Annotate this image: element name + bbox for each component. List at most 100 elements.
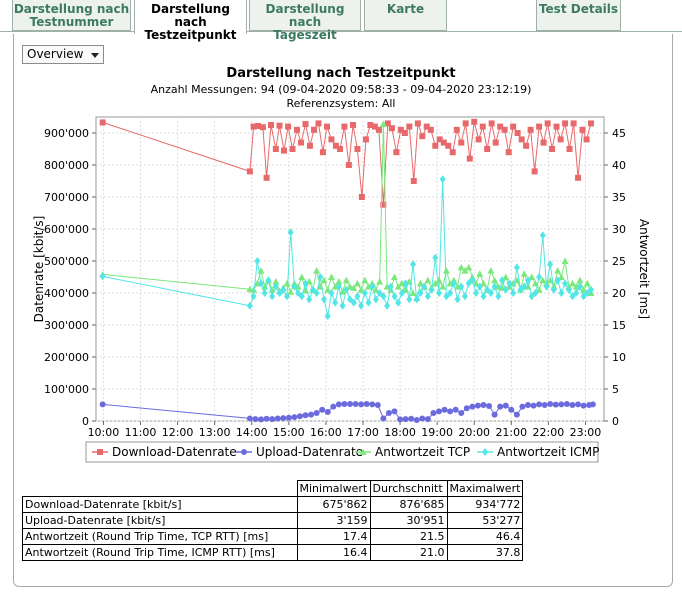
tab-testnummer[interactable]: Darstellung nach Testnummer bbox=[12, 0, 131, 31]
data-point bbox=[276, 289, 283, 297]
data-point bbox=[476, 282, 483, 291]
data-point bbox=[374, 402, 381, 408]
data-point bbox=[535, 286, 543, 293]
x-tick-label: 20:00 bbox=[458, 426, 490, 439]
data-point bbox=[311, 126, 318, 133]
view-select[interactable]: Overview bbox=[22, 45, 104, 64]
data-point bbox=[439, 175, 446, 184]
y-left-tick-label: 100'000 bbox=[44, 383, 89, 396]
y-right-tick-label: 20 bbox=[612, 287, 626, 300]
data-point bbox=[562, 120, 569, 127]
data-point bbox=[461, 292, 468, 301]
data-point bbox=[421, 282, 428, 291]
data-point bbox=[250, 286, 258, 293]
data-point bbox=[413, 295, 420, 304]
data-point bbox=[435, 289, 442, 297]
data-point bbox=[398, 289, 405, 297]
data-point bbox=[388, 125, 395, 132]
data-point bbox=[99, 401, 106, 408]
data-point bbox=[443, 292, 450, 301]
data-point bbox=[469, 403, 476, 410]
data-point bbox=[313, 410, 320, 416]
y-left-tick-label: 800'000 bbox=[44, 159, 89, 172]
x-tick-label: 19:00 bbox=[421, 426, 453, 439]
data-point bbox=[339, 288, 347, 295]
data-point bbox=[520, 270, 528, 277]
x-tick-label: 14:00 bbox=[236, 426, 268, 439]
y-left-tick-label: 600'000 bbox=[44, 223, 89, 236]
data-point bbox=[497, 123, 504, 130]
tab-test-details[interactable]: Test Details bbox=[536, 0, 621, 31]
data-point bbox=[488, 120, 495, 127]
data-point bbox=[453, 126, 460, 133]
data-point bbox=[302, 412, 309, 419]
data-point bbox=[530, 402, 537, 409]
data-point bbox=[580, 292, 587, 301]
data-point bbox=[570, 120, 577, 127]
data-point bbox=[369, 282, 376, 291]
chart-title: Darstellung nach Testzeitpunkt bbox=[226, 66, 456, 81]
stats-header-max: Maximalwert bbox=[446, 480, 524, 497]
data-point bbox=[283, 279, 291, 287]
data-point bbox=[528, 292, 535, 301]
data-point bbox=[457, 263, 465, 271]
data-point bbox=[308, 411, 315, 418]
data-point bbox=[298, 139, 305, 146]
data-point bbox=[375, 126, 382, 133]
data-point bbox=[335, 277, 343, 285]
x-tick-label: 12:00 bbox=[162, 426, 194, 439]
data-point bbox=[280, 415, 287, 422]
data-point bbox=[442, 267, 450, 274]
tab-karte[interactable]: Karte bbox=[364, 0, 447, 31]
data-point bbox=[339, 301, 346, 310]
data-point bbox=[246, 301, 253, 310]
data-point bbox=[280, 285, 287, 294]
data-point bbox=[291, 282, 298, 291]
tab-testzeitpunkt[interactable]: Darstellung nach Testzeitpunkt bbox=[134, 0, 247, 42]
data-point bbox=[528, 273, 536, 280]
legend-marker bbox=[482, 448, 488, 456]
data-point bbox=[402, 416, 409, 423]
x-tick-label: 10:00 bbox=[88, 426, 120, 439]
data-point bbox=[550, 285, 557, 294]
data-point bbox=[315, 120, 322, 127]
data-point bbox=[435, 408, 442, 415]
data-point bbox=[390, 273, 398, 280]
data-point bbox=[258, 416, 265, 423]
stats-table: Minimalwert Durchschnitt Maximalwert Dow… bbox=[22, 480, 524, 561]
tab-label: Test Details bbox=[538, 2, 619, 16]
data-point bbox=[505, 149, 512, 156]
data-point bbox=[506, 279, 513, 288]
data-point bbox=[362, 136, 369, 143]
data-point bbox=[539, 276, 547, 284]
tab-tageszeit[interactable]: Darstellung nach Tageszeit bbox=[249, 0, 361, 42]
data-point bbox=[584, 289, 591, 297]
data-point bbox=[554, 276, 561, 285]
data-point bbox=[513, 263, 520, 272]
data-point bbox=[552, 401, 559, 408]
x-tick-label: 23:00 bbox=[570, 426, 602, 439]
data-point bbox=[495, 292, 502, 301]
tab-bar: Darstellung nach Testnummer Darstellung … bbox=[0, 0, 682, 42]
data-point bbox=[580, 402, 587, 409]
data-point bbox=[519, 403, 526, 410]
data-point bbox=[424, 292, 431, 301]
stats-avg: 876'685 bbox=[369, 496, 448, 513]
data-point bbox=[463, 405, 470, 412]
data-point bbox=[269, 416, 276, 423]
y-left-tick-label: 700'000 bbox=[44, 191, 89, 204]
tab-label-line1: Darstellung nach bbox=[151, 2, 230, 29]
table-row: Download-Datenrate [kbit/s] 675'862 876'… bbox=[22, 496, 524, 513]
data-point bbox=[439, 283, 447, 290]
stats-label: Upload-Datenrate [kbit/s] bbox=[22, 512, 298, 529]
y-right-tick-label: 10 bbox=[612, 351, 626, 364]
data-point bbox=[330, 403, 337, 410]
data-point bbox=[328, 136, 335, 143]
data-point bbox=[343, 285, 350, 294]
x-tick-label: 13:00 bbox=[199, 426, 231, 439]
legend-label: Antwortzeit TCP bbox=[375, 445, 470, 459]
data-point bbox=[558, 289, 565, 297]
data-point bbox=[347, 401, 353, 408]
data-point bbox=[250, 292, 257, 301]
data-point bbox=[540, 139, 547, 146]
